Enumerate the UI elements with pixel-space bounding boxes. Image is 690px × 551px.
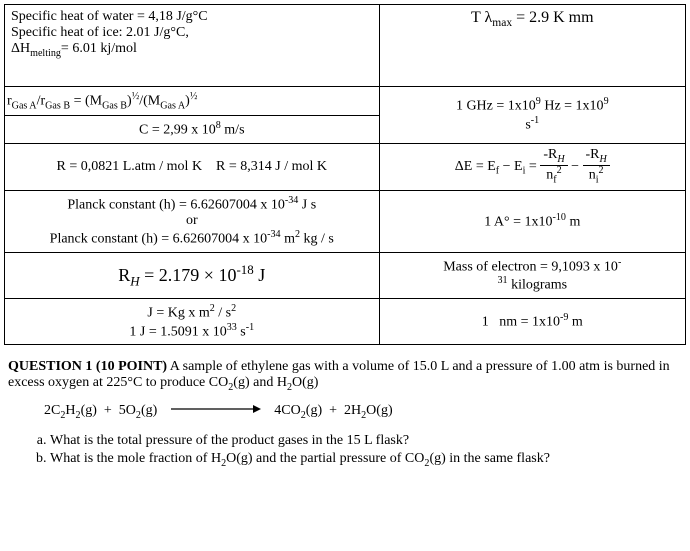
cell-heat: Specific heat of water = 4,18 J/g°C Spec… [5, 5, 380, 87]
eq-right: 4CO2(g) + 2H2O(g) [274, 403, 392, 418]
formula-table: Specific heat of water = 4,18 J/g°C Spec… [4, 4, 686, 345]
question-title: QUESTION 1 (10 POINT) [8, 359, 167, 374]
cell-de: ΔE = Ef − Ei = -RHnf2 − -RHni2 [379, 144, 685, 190]
cell-angstrom: 1 A° = 1x10-10 m [379, 190, 685, 252]
cell-tlambda: T λmax = 2.9 K mm [379, 5, 685, 87]
sub-questions: What is the total pressure of the produc… [8, 433, 682, 469]
part-a: What is the total pressure of the produc… [50, 433, 682, 449]
cell-emass: Mass of electron = 9,1093 x 10-31 kilogr… [379, 252, 685, 298]
cell-planck: Planck constant (h) = 6.62607004 x 10-34… [5, 190, 380, 252]
part-b: What is the mole fraction of H2O(g) and … [50, 451, 682, 469]
arrow-icon [171, 403, 261, 419]
cell-rh: RH = 2.179 × 10-18 J [5, 252, 380, 298]
cell-ghz: 1 GHz = 1x109 Hz = 1x109s-1 [379, 87, 685, 144]
cell-c: C = 2,99 x 108 m/s [5, 116, 380, 144]
eq-left: 2C2H2(g) + 5O2(g) [44, 403, 157, 418]
question-prompt: QUESTION 1 (10 POINT) A sample of ethyle… [8, 359, 682, 393]
equation: 2C2H2(g) + 5O2(g) 4CO2(g) + 2H2O(g) [44, 403, 682, 421]
cell-joule: J = Kg x m2 / s2 1 J = 1.5091 x 1033 s-1 [5, 299, 380, 345]
cell-nm: 1 nm = 1x10-9 m [379, 299, 685, 345]
question-block: QUESTION 1 (10 POINT) A sample of ethyle… [4, 359, 686, 469]
cell-gasrate: rGas A/rGas B = (MGas B)½/(MGas A)½ [5, 87, 380, 116]
cell-r: R = 0,0821 L.atm / mol K R = 8,314 J / m… [5, 144, 380, 190]
